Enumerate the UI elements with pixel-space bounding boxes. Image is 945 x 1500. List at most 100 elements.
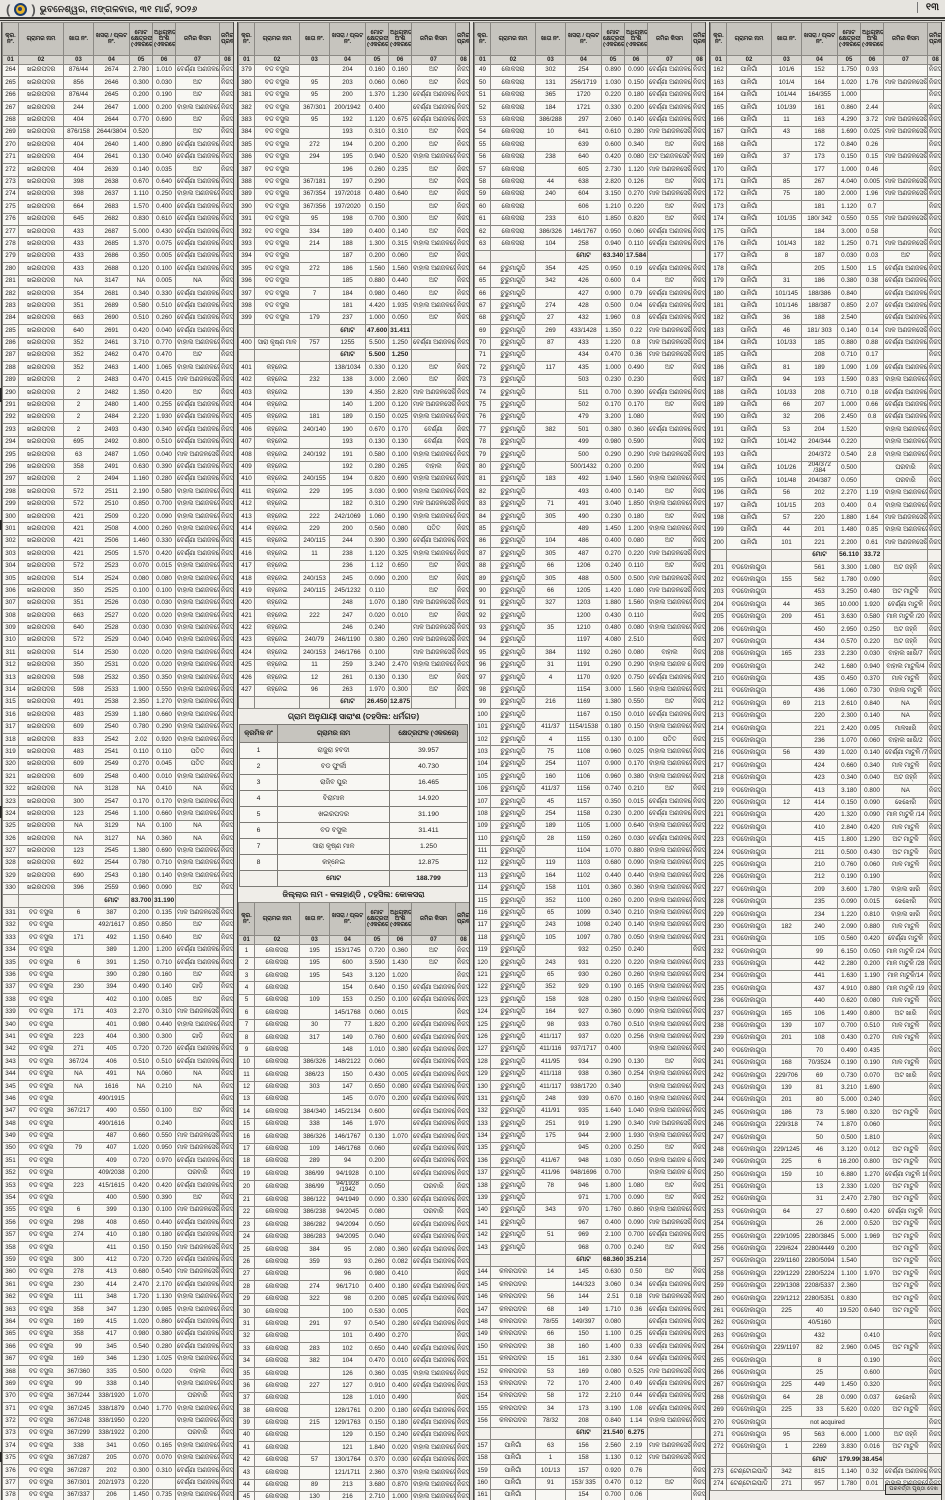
cell-village: ପାଳିଗାଁ xyxy=(726,76,772,90)
cell-kisam: ବେର୍ଣ୍ଣା xyxy=(411,423,456,437)
cell-land-type: ନିଜସ୍ୱ xyxy=(927,1242,941,1256)
cell-khata: 56 xyxy=(771,746,802,761)
cell-land-type: ନିଜସ୍ୱ xyxy=(927,76,941,90)
cell-land-type: ନିଜସ୍ୱ xyxy=(691,559,705,574)
cell-serial: 372 xyxy=(2,1414,19,1428)
cell-village: ପାଳିଗାଁ xyxy=(726,324,772,338)
column-number: 03 xyxy=(771,55,802,65)
cell-village: ବଡଦୋକାଗୁଡା xyxy=(726,1230,772,1244)
cell-village: ବଡ ବସୁଲ xyxy=(254,187,300,202)
cell-khata xyxy=(299,249,330,264)
cell-serial: 266 xyxy=(2,88,19,103)
cell-acquired-area xyxy=(624,1080,648,1094)
cell-khata: 101/33 xyxy=(771,336,802,351)
cell-village: କହ୍ନେଇ xyxy=(254,534,300,549)
cell-land-type: ନିଜସ୍ୱ xyxy=(219,1179,233,1193)
cell-total-area: 3.040 xyxy=(601,497,625,512)
cell-village: କୋକସରା xyxy=(254,1055,300,1070)
cell-khata: 6 xyxy=(63,1203,94,1218)
cell-total-area: 1.880 xyxy=(837,511,861,525)
cell-total-area: 1.400 xyxy=(129,138,153,152)
total-row: ମୋଟ 56.110 33.72 xyxy=(710,548,941,563)
table-row: 375 ବଡ ବସୁଲ 367/287 205 0.070 0.070 ବାହାଲ ଅଣଜଳ… xyxy=(2,1451,233,1466)
cell-acquired-area: 0.320 xyxy=(860,1378,884,1393)
cell-kisam: ବାହାଲ ଅଣଜଳସେଚିତ xyxy=(411,410,456,425)
cell-total-area: 2.51 xyxy=(601,1290,625,1305)
cell-khata xyxy=(63,1241,94,1255)
cell-acquired-area: 0.710 xyxy=(152,856,176,871)
cell-total-area: 0.290 xyxy=(365,175,389,189)
cell-khata: 238 xyxy=(535,150,566,165)
cell-total-area: 3.210 xyxy=(837,1081,861,1095)
table-row: 251ବଡଦୋକାଗୁଡା132.3301.020ଅଟ ମାଟୁଳିନିଜସ୍ୱ xyxy=(710,1180,941,1195)
cell-acquired-area: 0.250 xyxy=(860,623,884,637)
cell-kisam: ମାଳ ଅଣଜଳସେଚିତ xyxy=(411,596,456,611)
cell-kisam: ବେର୍ଣ୍ଣା ଅଣଜଳସେଚିତ xyxy=(175,1464,220,1478)
cell-serial: 410 xyxy=(238,472,255,487)
cell-khata: 68 xyxy=(535,1303,566,1317)
cell-serial: 144 xyxy=(474,1265,491,1280)
table-row: 378 ବଡ ବସୁଲ 367/337 206 1.450 0.735 ବାହାଲ ଅଣଜଳ… xyxy=(2,1488,233,1500)
cell-plot: 1210 xyxy=(565,621,602,635)
cell-serial: 128 xyxy=(474,1055,491,1069)
cell-serial: 232 xyxy=(710,945,727,959)
cell-plot: 2637 xyxy=(93,187,130,202)
cell-land-type: ନିଜସ୍ୱ xyxy=(927,1403,941,1418)
table-row: 114 ଚୁରୁମାଗୁଡି 158 1101 0.360 0.360 ବାହାଲ ଅଣଜଳ… xyxy=(474,881,705,896)
cell-acquired-area: 0.675 xyxy=(388,113,412,127)
cell-serial: 286 xyxy=(2,336,19,351)
cell-total-area: 2.080 xyxy=(365,1243,389,1257)
cell-plot: 2686 xyxy=(93,249,130,264)
cell-total-area: 0.220 xyxy=(129,510,153,524)
cell-plot: 213 xyxy=(329,1478,366,1492)
cell-village: ଚୁରୁମାଗୁଡି xyxy=(490,980,536,995)
cell-serial: 222 xyxy=(710,821,727,835)
cell-serial: 78 xyxy=(474,435,491,450)
cell-acquired-area: 0.58 xyxy=(860,225,884,239)
cell-acquired-area: 0.26 xyxy=(860,138,884,152)
cell-land-type: ନିଜସ୍ୱ xyxy=(219,1018,233,1032)
cell-land-type: ନିଜସ୍ୱ xyxy=(691,1488,705,1500)
total-area-value: 26.450 xyxy=(365,695,389,710)
cell-kisam: ଘରବାରି xyxy=(411,1179,456,1195)
column-number: 05 xyxy=(365,55,389,65)
cell-khata xyxy=(299,1305,330,1319)
column-header: ଜମିର ପ୍ରକାର xyxy=(219,22,233,56)
cell-land-type: ନିଜସ୍ୱ xyxy=(219,1340,233,1354)
cell-acquired-area: 0.180 xyxy=(624,510,648,524)
cell-land-type: ନିଜସ୍ୱ xyxy=(219,1253,233,1267)
cell-serial: 244 xyxy=(710,1093,727,1108)
cell-total-area: 1.120 xyxy=(365,113,389,127)
cell-serial: 311 xyxy=(2,646,19,660)
cell-total-area: 0.400 xyxy=(365,225,389,239)
cell-serial: 347 xyxy=(2,1104,19,1119)
cell-serial: 288 xyxy=(2,361,19,375)
cell-kisam: ଅଟ ମାଟୁଳି xyxy=(883,1403,928,1418)
cell-total-area: 0.880 xyxy=(837,336,861,351)
cell-serial: 320 xyxy=(2,757,19,772)
cell-plot: 1101 xyxy=(565,881,602,896)
cell-khata xyxy=(299,274,330,289)
cell-plot: 208 xyxy=(565,1414,602,1428)
cell-village: ଚୁରୁମାଗୁଡି xyxy=(490,881,536,896)
cell-land-type: ନିଜସ୍ୱ xyxy=(455,1080,469,1095)
cell-village: ଚୁରୁମାଗୁଡି xyxy=(490,671,536,685)
table-row: 261 ବଡଦୋକାଗୁଡା 225 40 19.520 0.640 ଅଟ ମାଟୁଳି ନି… xyxy=(710,1304,941,1318)
cell-plot: 1200 xyxy=(565,609,602,623)
cell-total-area: 0.050 xyxy=(129,1439,153,1453)
cell-acquired-area: 0.66 xyxy=(860,398,884,412)
cell-kisam xyxy=(175,1092,220,1106)
cell-village: ବଡଦୋକାଗୁଡା xyxy=(726,1106,772,1120)
cell-acquired-area: 0.126 xyxy=(624,175,648,189)
cell-kisam: NA xyxy=(883,697,928,711)
cell-total-area: 2.190 xyxy=(129,485,153,499)
cell-plot: 935 xyxy=(565,1104,602,1119)
cell-serial: 77 xyxy=(474,423,491,437)
